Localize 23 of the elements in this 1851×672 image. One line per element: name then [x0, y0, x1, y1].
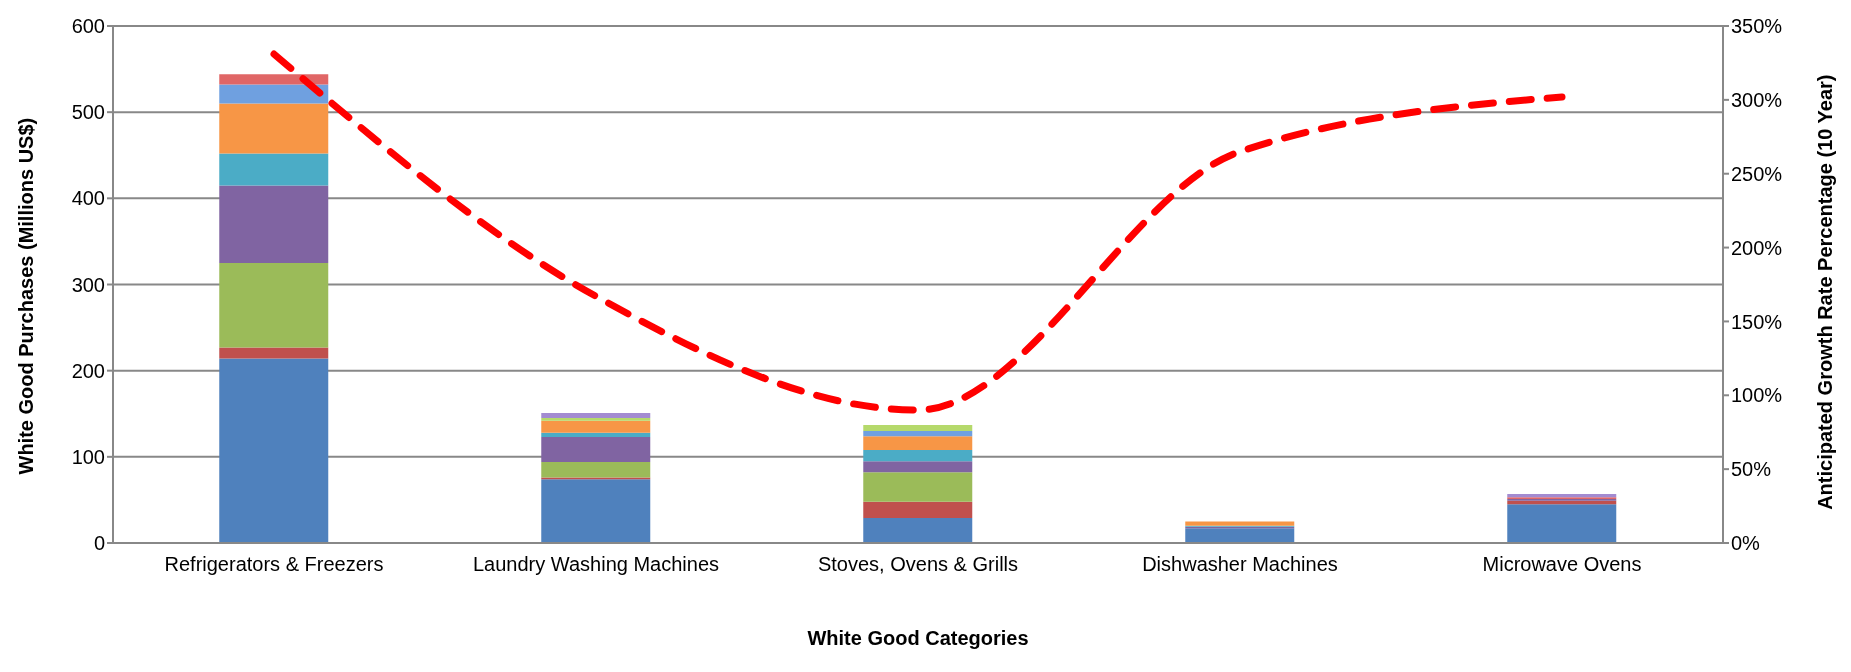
- y2-axis-title: Anticipated Growth Rate Percentage (10 Year): [1814, 74, 1837, 510]
- y-tick-label: 0: [93, 532, 105, 555]
- x-axis-title: White Good Categories: [807, 627, 1029, 649]
- x-tick-label: Stoves, Ovens & Grills: [817, 553, 1019, 576]
- x-tick-label: Refrigerators & Freezers: [164, 553, 384, 576]
- y-tick-label: 600: [71, 15, 105, 38]
- y-axis-title: White Good Purchases (Millions US$): [15, 117, 38, 475]
- y2-tick-label: 150%: [1731, 310, 1783, 333]
- y-tick-label: 500: [71, 101, 105, 124]
- x-tick-label: Laundry Washing Machines: [472, 553, 720, 576]
- y2-tick-label: 250%: [1731, 162, 1783, 185]
- y2-tick-label: 350%: [1731, 15, 1783, 38]
- y-tick-label: 300: [71, 273, 105, 296]
- y-tick-label: 400: [71, 187, 105, 210]
- y2-tick-label: 0%: [1731, 532, 1761, 555]
- y-tick-label: 100: [71, 445, 105, 468]
- y2-tick-label: 300%: [1731, 88, 1783, 111]
- y2-tick-label: 100%: [1731, 384, 1783, 407]
- y2-tick-label: 200%: [1731, 236, 1783, 259]
- y2-tick-label: 50%: [1731, 458, 1772, 481]
- x-tick-label: Microwave Ovens: [1482, 553, 1642, 576]
- y-tick-label: 200: [71, 359, 105, 382]
- x-tick-label: Dishwasher Machines: [1142, 553, 1338, 576]
